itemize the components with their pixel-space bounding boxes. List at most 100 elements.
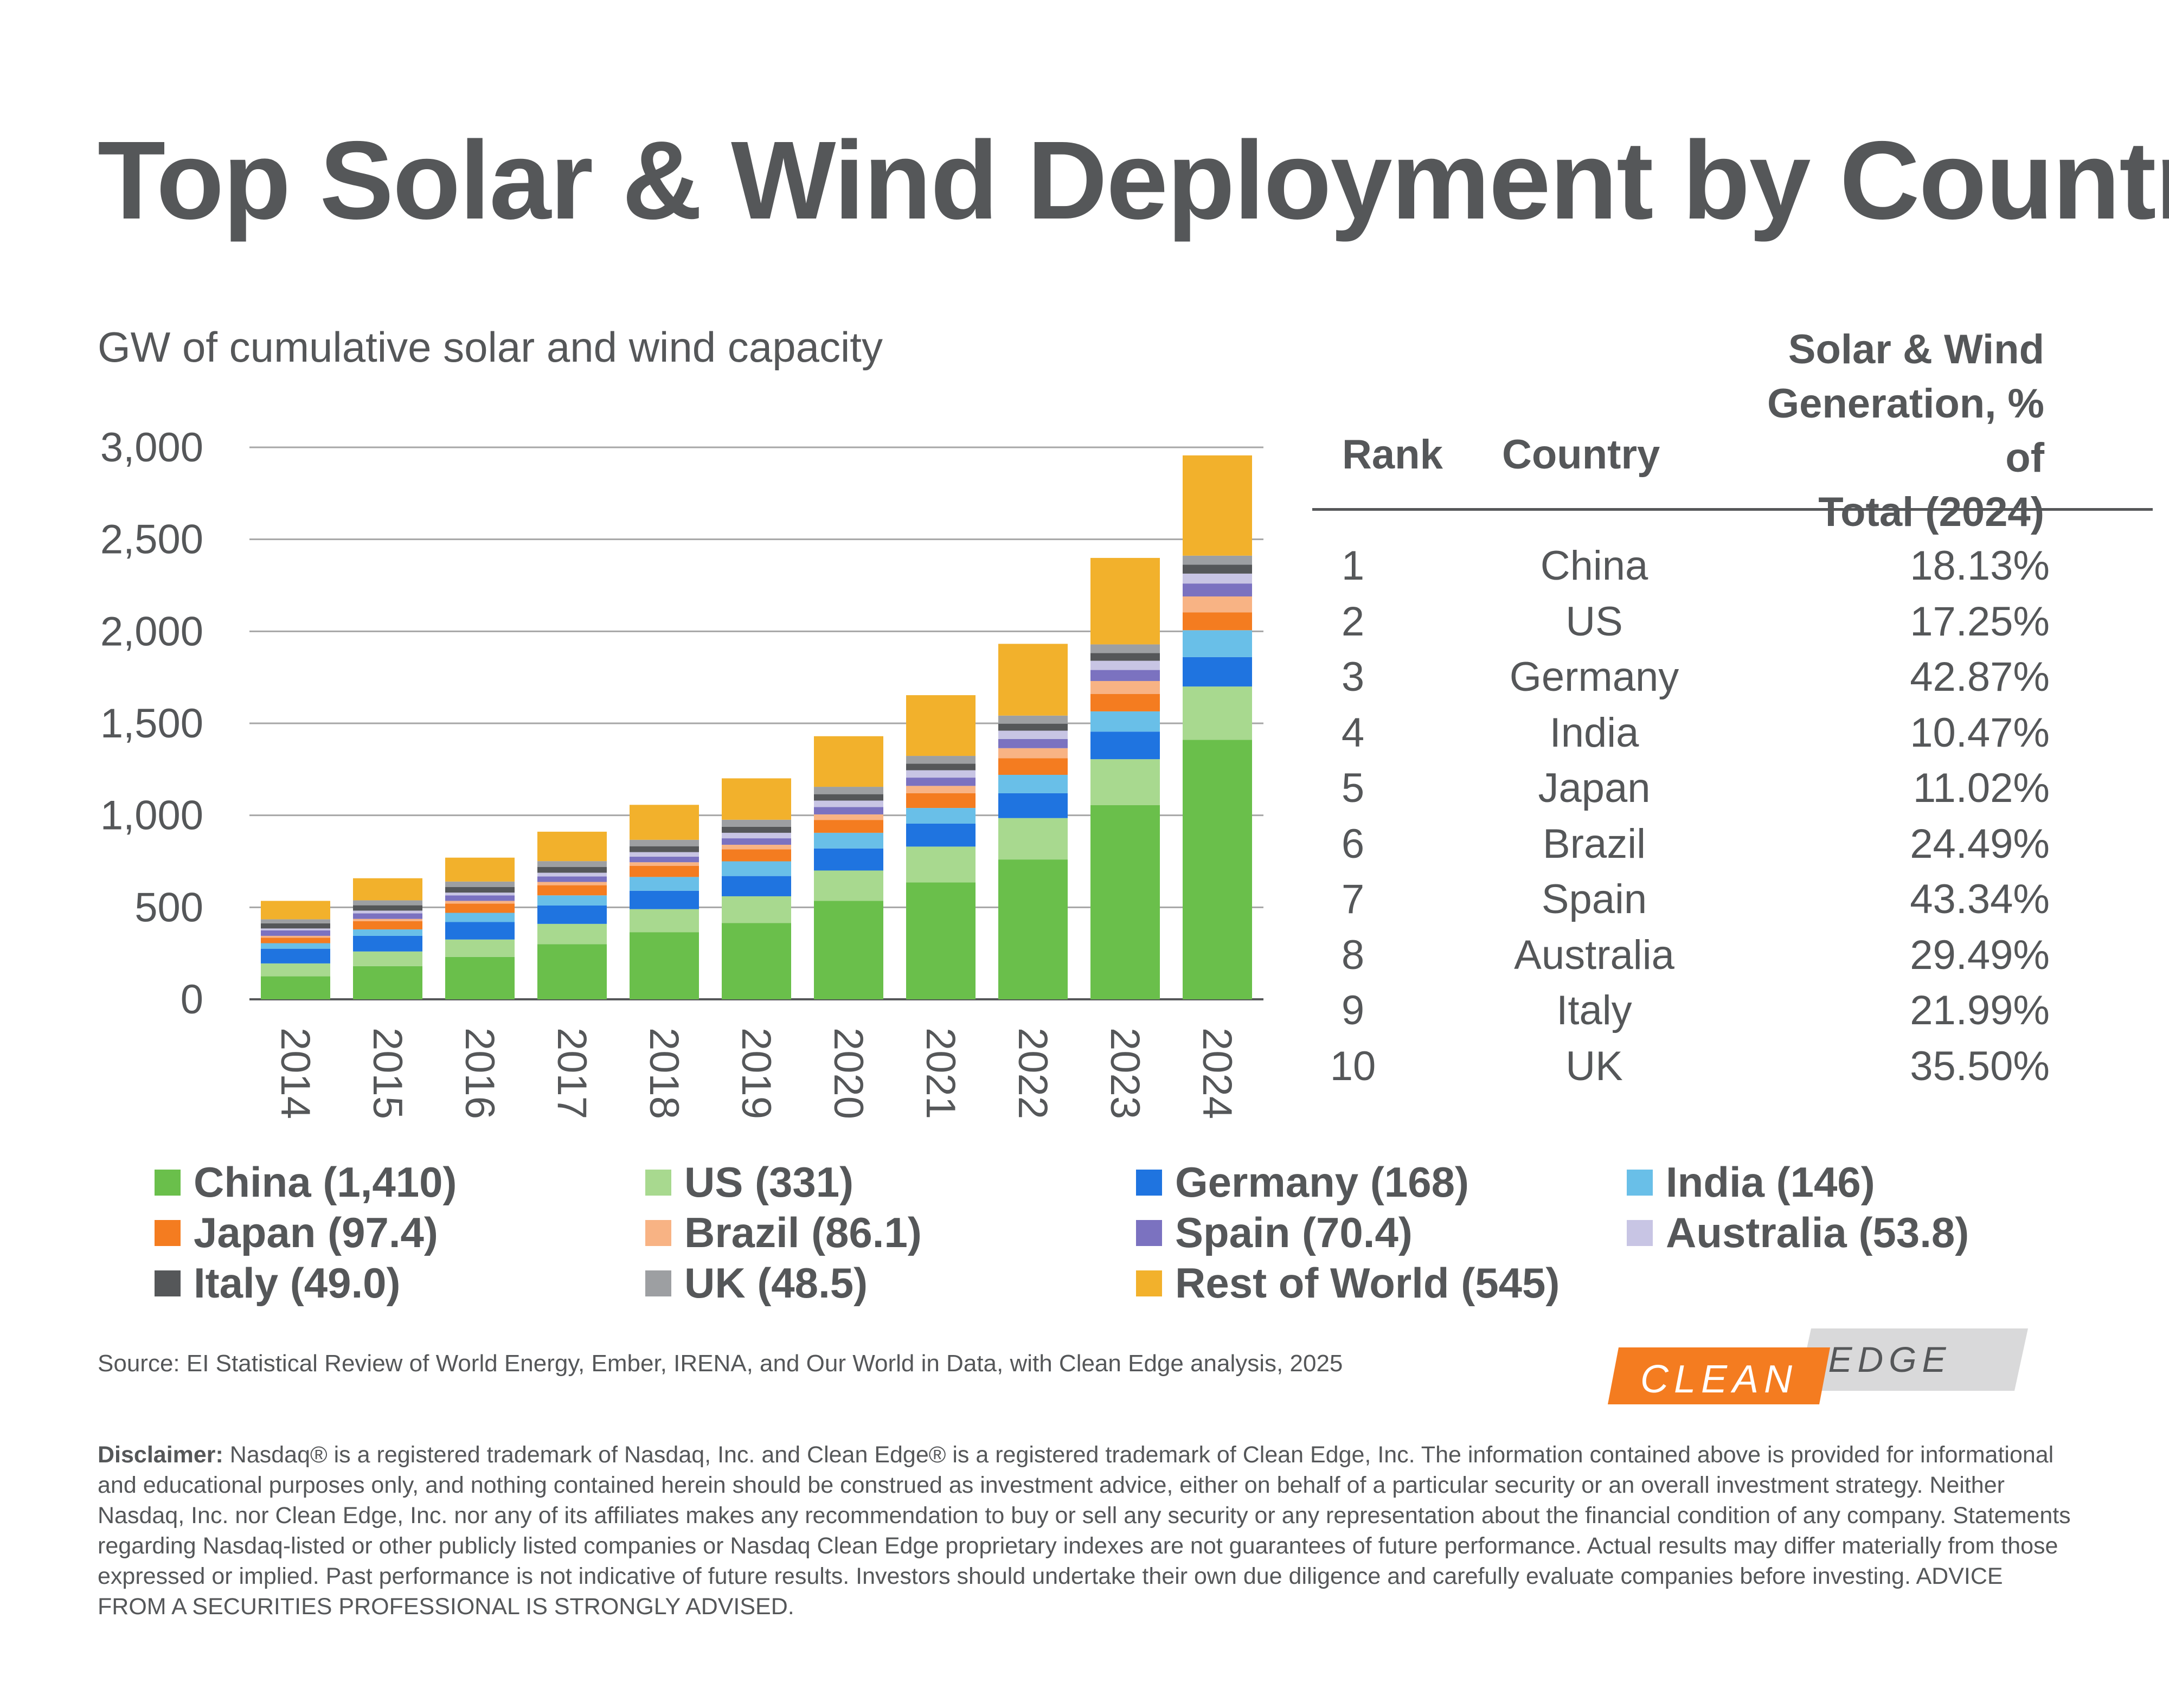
bar-segment (261, 963, 330, 977)
legend-item: Spain (70.4) (1136, 1208, 1413, 1257)
bar-segment (261, 976, 330, 999)
table-cell-share: 29.49% (1910, 932, 2050, 978)
table-row: 3 Germany 42.87% (1312, 653, 2153, 709)
stacked-bar-chart: 0 500 1,000 1,500 2,000 2,500 3,000 2014 2015 201… (100, 425, 1263, 1119)
bar-segment (998, 748, 1068, 759)
legend-item: China (1,410) (155, 1158, 457, 1207)
y-tick-label: 0 (181, 977, 203, 1023)
bar-segment (1183, 630, 1252, 657)
y-tick-label: 500 (134, 884, 203, 930)
bar-segment (814, 832, 883, 849)
table-header-rank: Rank (1342, 432, 1443, 478)
bar-segment (353, 929, 422, 936)
bar-segment (814, 814, 883, 820)
legend-item: Rest of World (545) (1136, 1258, 1560, 1308)
table-cell-country: Germany (1509, 654, 1679, 700)
bar-segment (814, 787, 883, 794)
table-row: 6 Brazil 24.49% (1312, 820, 2153, 876)
bar-segment (353, 878, 422, 901)
bar-segment (261, 901, 330, 920)
bar-segment (722, 923, 791, 999)
bar-segment (1183, 583, 1252, 597)
bar-segment (537, 872, 607, 877)
bar-segment (998, 859, 1068, 999)
bar-segment (906, 846, 976, 883)
bar-segment (630, 932, 699, 999)
logo-clean-shape (1608, 1347, 1830, 1404)
bar-segment (814, 848, 883, 871)
bar-segment (722, 819, 791, 827)
x-tick-label: 2020 (825, 1028, 871, 1119)
table-cell-share: 18.13% (1910, 543, 2050, 589)
table-cell-share: 24.49% (1910, 820, 2050, 867)
x-tick-label: 2021 (917, 1028, 964, 1119)
bar-segment (353, 951, 422, 966)
legend-label: Rest of World (545) (1175, 1259, 1560, 1307)
legend-swatch (155, 1270, 181, 1296)
bar-segment (630, 909, 699, 933)
table-cell-share: 43.34% (1910, 876, 2050, 922)
table-header-share-line-1: Solar & Wind (1788, 326, 2044, 373)
legend-item: Italy (49.0) (155, 1258, 401, 1308)
bar-segment (722, 861, 791, 876)
bar-segment (445, 887, 515, 893)
legend-label: Germany (168) (1175, 1158, 1469, 1206)
legend-label: China (1,410) (194, 1158, 457, 1206)
source-note: Source: EI Statistical Review of World E… (98, 1350, 1343, 1377)
bar-segment (906, 882, 976, 999)
table-cell-country: India (1549, 709, 1639, 756)
bar-segment (353, 921, 422, 930)
bar-segment (445, 922, 515, 940)
bar-segment (445, 881, 515, 888)
bar-segment (445, 939, 515, 957)
table-cell-share: 42.87% (1910, 654, 2050, 700)
bar-segment (906, 786, 976, 793)
bar-segment (261, 938, 330, 943)
bar-segment (1183, 455, 1252, 556)
bar-segment (998, 818, 1068, 860)
x-tick-label: 2016 (457, 1028, 503, 1119)
bar-segment (998, 644, 1068, 716)
bar-segment (998, 715, 1068, 724)
bar-segment (261, 943, 330, 949)
x-tick-label: 2022 (1010, 1028, 1056, 1119)
bar-segment (630, 805, 699, 840)
table-row: 1 China 18.13% (1312, 542, 2153, 598)
bar-segment (814, 736, 883, 787)
legend-swatch (1136, 1219, 1162, 1246)
table-cell-share: 21.99% (1910, 987, 2050, 1033)
legend-label: Italy (49.0) (194, 1259, 401, 1307)
bar-segment (1183, 657, 1252, 687)
disclaimer-label: Disclaimer: (98, 1442, 223, 1468)
bar-segment (261, 935, 330, 938)
bar-segment (445, 857, 515, 882)
bar-segment (445, 901, 515, 904)
bar-segment (998, 758, 1068, 775)
bar-segment (537, 905, 607, 924)
bar-segment (998, 730, 1068, 739)
table-cell-share: 10.47% (1910, 709, 2050, 756)
bar-segment (1090, 805, 1160, 999)
table-cell-country: Brazil (1542, 820, 1646, 867)
bar-segment (445, 892, 515, 896)
bar-segment (1183, 686, 1252, 740)
table-cell-rank: 10 (1330, 1043, 1376, 1089)
bar-segment (537, 944, 607, 999)
bar-segment (445, 895, 515, 901)
bar-segment (814, 901, 883, 999)
clean-edge-logo: CLEAN EDGE (1608, 1328, 2028, 1404)
table-header-share: Solar & Wind Generation, % of Total (202… (1730, 323, 2044, 540)
bar-segment (537, 885, 607, 896)
bar-segment (353, 910, 422, 914)
bar-segment (722, 778, 791, 820)
bar-segment (261, 948, 330, 964)
bar-segment (353, 905, 422, 911)
bar-segment (261, 930, 330, 936)
bar-segment (537, 923, 607, 945)
legend-swatch (1136, 1169, 1162, 1196)
table-cell-rank: 8 (1341, 932, 1365, 978)
bar-segment (630, 852, 699, 857)
bar-segment (814, 820, 883, 833)
bar-segment (906, 823, 976, 847)
legend-item: US (331) (645, 1158, 854, 1207)
